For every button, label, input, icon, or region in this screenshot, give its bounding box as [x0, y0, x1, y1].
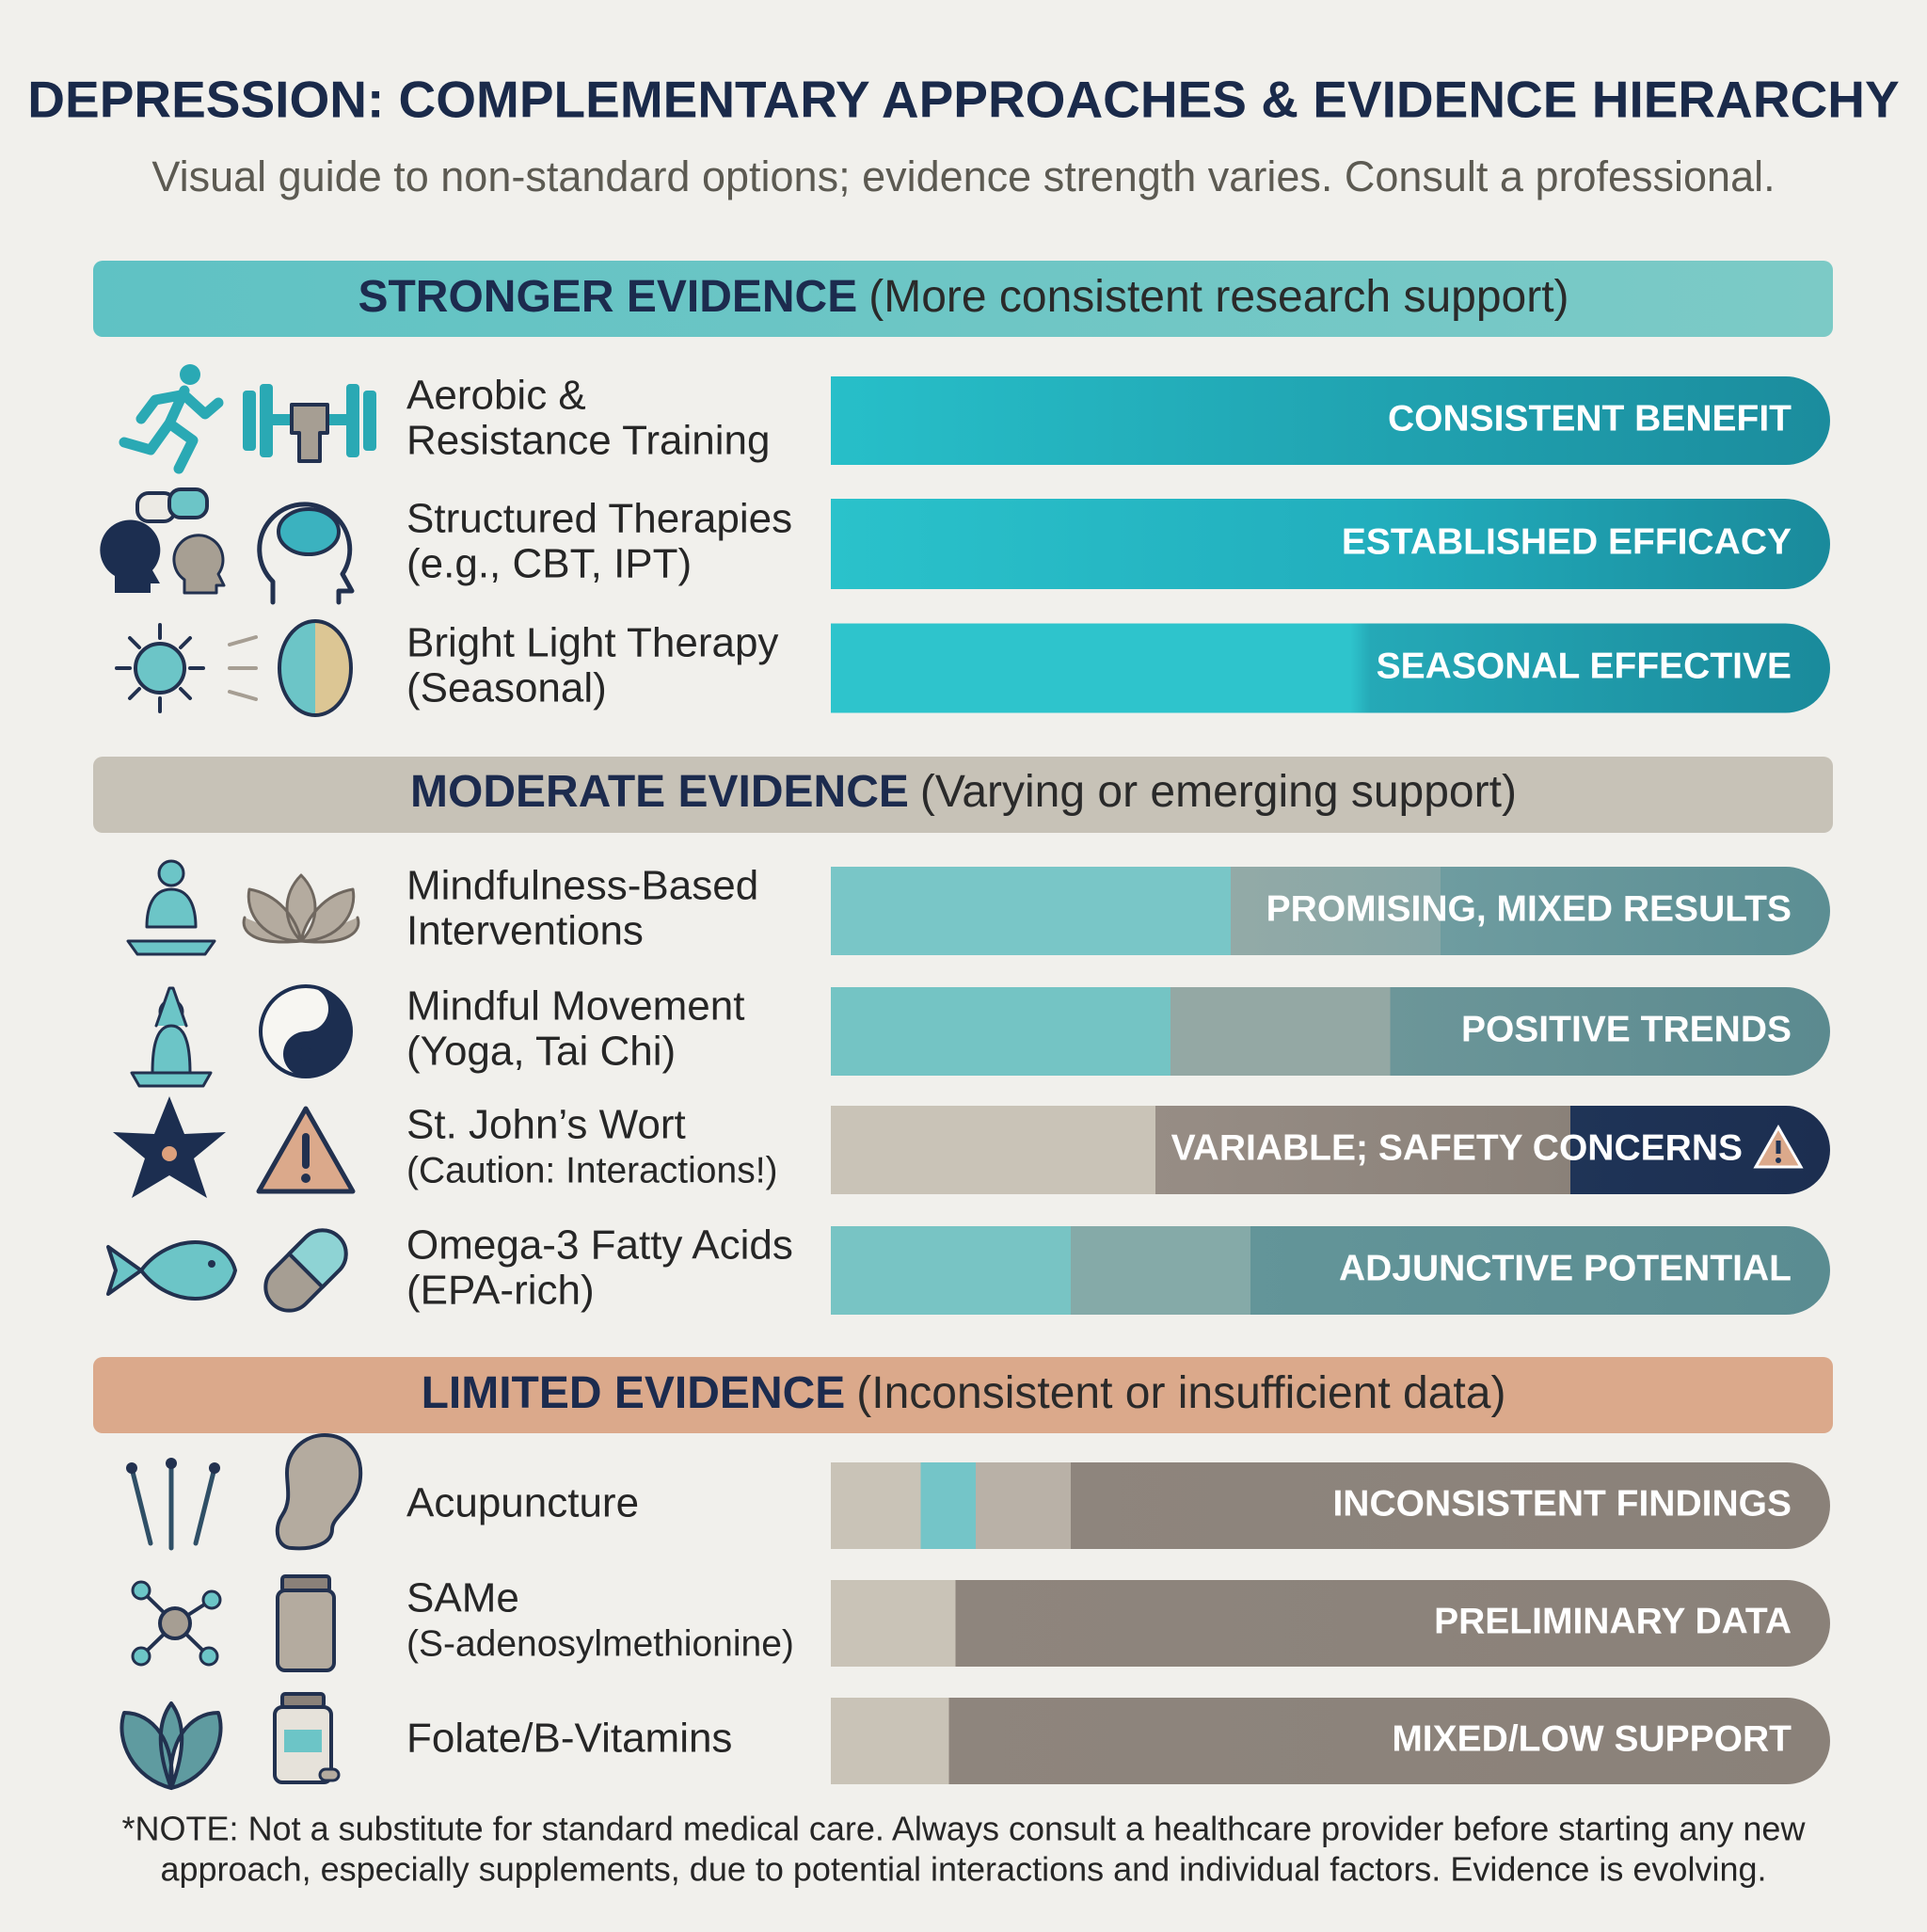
item-name: (Seasonal) [406, 665, 607, 711]
evidence-rating: POSITIVE TRENDS [1461, 1009, 1792, 1049]
section-band [93, 261, 1833, 337]
evidence-rating: INCONSISTENT FINDINGS [1332, 1483, 1792, 1524]
section-heading: STRONGER EVIDENCE (More consistent resear… [358, 272, 1569, 322]
evidence-bar [831, 987, 1830, 1076]
section-band [93, 757, 1833, 833]
item-name: (EPA-rich) [406, 1268, 595, 1314]
title: DEPRESSION: COMPLEMENTARY APPROACHES & E… [27, 71, 1899, 129]
evidence-bar [831, 376, 1830, 465]
section-heading: MODERATE EVIDENCE (Varying or emerging su… [410, 767, 1517, 817]
item-name: Interventions [406, 908, 644, 954]
item-name: (S-adenosylmethionine) [406, 1623, 794, 1664]
note-line: *NOTE: Not a substitute for standard med… [122, 1810, 1807, 1848]
warning-icon [1753, 1124, 1804, 1169]
item-name: Resistance Training [406, 418, 770, 464]
heading-description: (Inconsistent or insufficient data) [856, 1368, 1505, 1418]
heading-strong: STRONGER EVIDENCE [358, 272, 857, 322]
evidence-bar [831, 1580, 1830, 1667]
item-name: Bright Light Therapy [406, 620, 778, 666]
item-name: Structured Therapies [406, 496, 792, 542]
subtitle: Visual guide to non-standard options; ev… [151, 152, 1775, 200]
item-name: (Caution: Interactions!) [406, 1150, 778, 1190]
item-name: Folate/B-Vitamins [406, 1716, 732, 1762]
item-name: Acupuncture [406, 1480, 639, 1526]
evidence-rating: PRELIMINARY DATA [1434, 1601, 1792, 1641]
item-name: SAMe [406, 1575, 519, 1621]
evidence-bar [831, 1462, 1830, 1549]
item-name: Omega-3 Fatty Acids [406, 1222, 793, 1269]
section-heading: LIMITED EVIDENCE (Inconsistent or insuffi… [422, 1368, 1506, 1418]
evidence-bar [831, 1698, 1830, 1784]
evidence-bar [831, 1106, 1830, 1194]
heading-description: (Varying or emerging support) [920, 767, 1517, 817]
item-name: Aerobic & [406, 373, 586, 419]
evidence-bar [831, 867, 1830, 955]
evidence-bar [831, 499, 1830, 589]
evidence-rating: MIXED/LOW SUPPORT [1392, 1718, 1792, 1759]
evidence-rating: PROMISING, MIXED RESULTS [1266, 888, 1792, 929]
item-name: (e.g., CBT, IPT) [406, 541, 692, 587]
evidence-rating: ADJUNCTIVE POTENTIAL [1339, 1248, 1792, 1288]
rows: STRONGER EVIDENCE (More consistent resear… [358, 272, 1830, 1784]
section-band [93, 1357, 1833, 1433]
heading-description: (More consistent research support) [868, 272, 1569, 322]
item-name: Mindfulness-Based [406, 863, 758, 909]
evidence-rating: SEASONAL EFFECTIVE [1377, 646, 1792, 686]
note-line: approach, especially supplements, due to… [160, 1850, 1766, 1889]
item-name: Mindful Movement [406, 983, 744, 1030]
item-name: St. John’s Wort [406, 1102, 686, 1148]
evidence-rating: ESTABLISHED EFFICACY [1342, 521, 1792, 562]
evidence-bar [831, 1226, 1830, 1315]
evidence-bar [831, 623, 1830, 713]
heading-strong: MODERATE EVIDENCE [410, 767, 909, 817]
heading-strong: LIMITED EVIDENCE [422, 1368, 846, 1418]
evidence-rating: CONSISTENT BENEFIT [1388, 398, 1792, 439]
evidence-rating: VARIABLE; SAFETY CONCERNS [1171, 1127, 1743, 1168]
icons [100, 364, 376, 1790]
item-name: (Yoga, Tai Chi) [406, 1029, 676, 1075]
